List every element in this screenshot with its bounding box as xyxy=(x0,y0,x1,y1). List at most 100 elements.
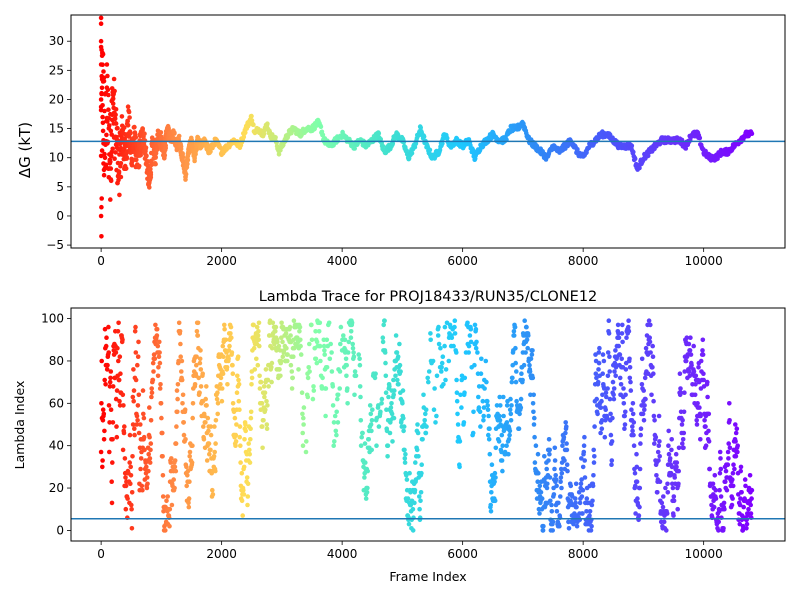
lambda-point xyxy=(459,405,464,410)
delta-g-outlier-point xyxy=(99,196,104,201)
lambda-point xyxy=(694,422,700,427)
delta-g-point xyxy=(409,151,415,156)
delta-g-point xyxy=(158,130,164,135)
lambda-point xyxy=(471,409,476,415)
delta-g-point xyxy=(105,73,110,79)
lambda-point xyxy=(519,371,524,377)
lambda-point xyxy=(637,485,643,491)
lambda-point xyxy=(405,496,411,501)
lambda-point xyxy=(675,506,680,512)
delta-g-point xyxy=(185,157,191,163)
lambda-point xyxy=(215,401,221,406)
y-tick-label: 15 xyxy=(49,122,64,136)
lambda-point xyxy=(263,407,268,413)
lambda-point xyxy=(241,487,246,493)
lambda-point xyxy=(172,458,178,463)
lambda-point xyxy=(218,375,224,381)
lambda-point xyxy=(419,470,424,476)
lambda-point xyxy=(233,432,239,438)
delta-g-point xyxy=(376,131,382,136)
lambda-point xyxy=(552,445,558,451)
lambda-point xyxy=(633,483,638,489)
lambda-point xyxy=(613,348,618,353)
lambda-point xyxy=(147,434,152,440)
lambda-point xyxy=(542,454,547,459)
lambda-point xyxy=(160,430,165,436)
lambda-point xyxy=(179,377,185,383)
x-tick-label: 2000 xyxy=(206,547,237,561)
lambda-point xyxy=(397,362,403,368)
lambda-point xyxy=(442,324,448,330)
lambda-point xyxy=(324,337,330,343)
lambda-point xyxy=(338,324,344,330)
lambda-point xyxy=(215,390,220,396)
lambda-point xyxy=(599,426,605,432)
lambda-point xyxy=(486,413,491,419)
lambda-point xyxy=(369,428,374,434)
lambda-point xyxy=(492,498,498,504)
lambda-point xyxy=(169,502,175,508)
delta-g-point xyxy=(183,172,189,177)
lambda-point xyxy=(107,449,112,455)
lambda-point xyxy=(277,367,282,372)
lambda-point xyxy=(243,428,248,434)
lambda-point xyxy=(717,470,723,476)
lambda-point xyxy=(638,426,644,432)
lambda-point xyxy=(556,500,561,506)
lambda-point xyxy=(213,441,218,446)
lambda-point xyxy=(323,413,328,419)
lambda-point xyxy=(574,504,579,510)
y-tick-label: 30 xyxy=(49,34,64,48)
lambda-point xyxy=(131,388,137,393)
lambda-point xyxy=(609,439,615,444)
lambda-point xyxy=(705,379,710,385)
lambda-point xyxy=(257,373,262,379)
lambda-point xyxy=(680,441,685,446)
lambda-point xyxy=(665,490,671,495)
lambda-point xyxy=(338,341,343,347)
lambda-point xyxy=(467,333,473,338)
lambda-point xyxy=(316,329,322,334)
lambda-point xyxy=(627,365,633,370)
lambda-point xyxy=(138,466,143,472)
delta-g-point xyxy=(106,92,111,98)
lambda-point xyxy=(487,451,493,457)
lambda-point xyxy=(239,498,245,504)
lambda-point xyxy=(506,451,511,457)
lambda-point xyxy=(177,329,183,334)
y-tick-label: 20 xyxy=(49,481,64,495)
y-tick-label: 10 xyxy=(49,151,64,165)
lambda-point xyxy=(135,362,140,368)
lambda-point xyxy=(140,388,146,393)
lambda-point xyxy=(621,386,626,391)
lambda-point xyxy=(204,384,209,389)
y-tick-label: 5 xyxy=(56,180,64,194)
lambda-point xyxy=(133,377,139,383)
lambda-point xyxy=(297,329,302,334)
lambda-point xyxy=(260,424,265,429)
lambda-point xyxy=(710,481,716,487)
lambda-point xyxy=(103,382,108,387)
lambda-point xyxy=(114,434,120,440)
lambda-point xyxy=(157,386,163,391)
x-tick-label: 0 xyxy=(97,547,105,561)
lambda-point xyxy=(131,367,136,372)
lambda-point xyxy=(548,498,553,504)
delta-g-point xyxy=(113,121,119,126)
lambda-point xyxy=(99,358,104,364)
delta-g-point xyxy=(113,112,118,117)
lambda-point xyxy=(726,456,731,461)
lambda-point xyxy=(436,324,441,330)
lambda-point xyxy=(507,407,513,413)
lambda-point xyxy=(262,390,268,396)
lambda-point xyxy=(190,401,196,406)
delta-g-outlier-point xyxy=(98,38,104,44)
lambda-point xyxy=(682,390,687,396)
lambda-point xyxy=(661,519,667,525)
delta-g-point xyxy=(110,96,116,101)
lambda-point xyxy=(526,333,531,338)
lambda-point xyxy=(537,511,542,516)
lambda-point xyxy=(597,345,602,351)
lambda-point xyxy=(663,485,668,491)
lambda-point xyxy=(255,362,261,368)
